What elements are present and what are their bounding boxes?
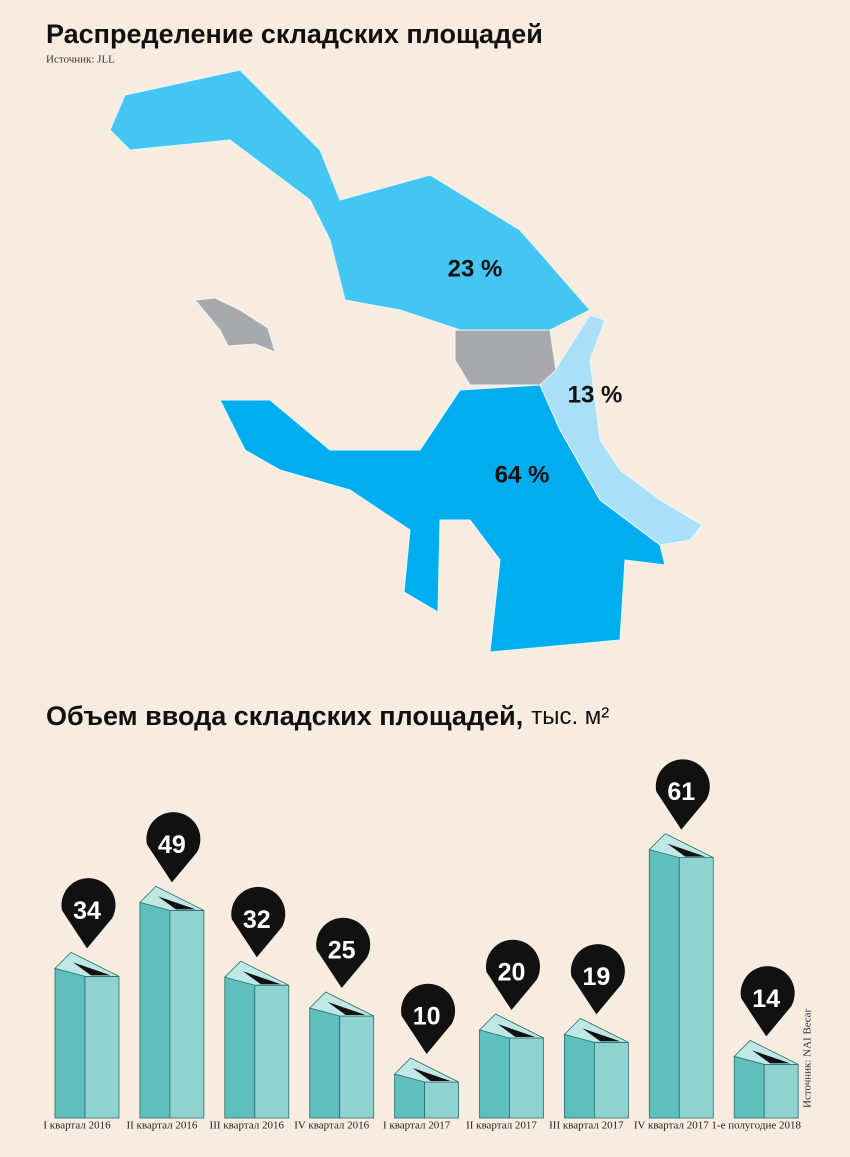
- bar-left: [733, 1056, 765, 1119]
- bar-top: [139, 885, 205, 911]
- bar-notch: [327, 1002, 366, 1015]
- bar-notch: [242, 971, 281, 985]
- bar-unit: тыс. м²: [531, 703, 609, 730]
- pin: [231, 886, 286, 958]
- bar-notch: [752, 1050, 791, 1064]
- bar-notch: [73, 962, 111, 976]
- bar-top: [224, 960, 289, 986]
- pin: [401, 983, 456, 1054]
- bar-top: [478, 1013, 544, 1039]
- region-label: 64 %: [495, 461, 550, 488]
- bar-right: [594, 1042, 629, 1119]
- bar-right: [169, 910, 205, 1119]
- bar-right: [84, 976, 120, 1119]
- pin: [61, 878, 116, 949]
- region-label: 13 %: [568, 381, 623, 408]
- value-label: 32: [243, 906, 271, 934]
- value-label: 25: [328, 937, 356, 965]
- bar-left: [394, 1073, 426, 1119]
- x-tick-label: III квартал 2017: [549, 1120, 624, 1132]
- x-tick-label: I квартал 2016: [43, 1120, 111, 1132]
- bar-left: [479, 1029, 510, 1119]
- bar-notch: [157, 896, 196, 910]
- pin: [316, 917, 371, 988]
- value-label: 20: [498, 959, 526, 987]
- bar-right: [763, 1064, 799, 1119]
- bar-notch: [667, 843, 706, 857]
- island: [194, 297, 276, 353]
- x-tick-label: III квартал 2016: [210, 1120, 285, 1132]
- bar-right: [339, 1015, 375, 1119]
- bar-title-group: Объем ввода складских площадей, тыс. м²: [46, 701, 609, 731]
- map-title: Распределение складских площадей: [46, 19, 543, 49]
- bar-top: [308, 991, 374, 1017]
- value-label: 10: [413, 1003, 441, 1031]
- bar-left: [564, 1034, 595, 1119]
- bar-top: [393, 1057, 459, 1083]
- bar-right: [678, 857, 714, 1119]
- bar-source: Источник: NAI Becar: [802, 1009, 814, 1108]
- x-tick-label: IV квартал 2016: [294, 1120, 369, 1132]
- x-tick-label: I квартал 2017: [383, 1120, 451, 1132]
- value-label: 34: [73, 897, 101, 925]
- bar-left: [309, 1007, 341, 1119]
- pin: [485, 939, 540, 1010]
- bar-notch: [412, 1068, 451, 1081]
- value-label: 14: [752, 985, 780, 1013]
- x-tick-label: II квартал 2016: [126, 1120, 197, 1132]
- pin: [570, 944, 625, 1015]
- region-south: [219, 384, 666, 653]
- pin: [146, 812, 201, 883]
- value-label: 19: [582, 963, 610, 991]
- bar-left: [224, 976, 256, 1119]
- region-label: 23 %: [448, 255, 503, 282]
- bar-top: [563, 1017, 629, 1043]
- value-label: 49: [158, 831, 186, 859]
- bar-notch: [497, 1024, 536, 1037]
- bar-right: [254, 984, 290, 1119]
- bar-right: [424, 1081, 460, 1119]
- bar-left: [648, 849, 680, 1119]
- bar-left: [54, 968, 86, 1119]
- bar-title: Объем ввода складских площадей,: [46, 701, 523, 731]
- bar-left: [139, 902, 171, 1119]
- x-tick-label: II квартал 2017: [466, 1120, 537, 1132]
- bar-top: [54, 951, 120, 977]
- bar-right: [509, 1037, 544, 1119]
- pin: [655, 759, 710, 830]
- pin: [740, 966, 795, 1037]
- bar-top: [733, 1039, 799, 1065]
- center: [454, 329, 557, 386]
- x-tick-label: IV квартал 2017: [634, 1120, 709, 1132]
- value-label: 61: [667, 778, 695, 806]
- map-source: Источник: JLL: [46, 54, 115, 66]
- bar-notch: [582, 1028, 621, 1042]
- bar-top: [648, 833, 714, 858]
- x-tick-label: 1-е полугодие 2018: [711, 1120, 801, 1132]
